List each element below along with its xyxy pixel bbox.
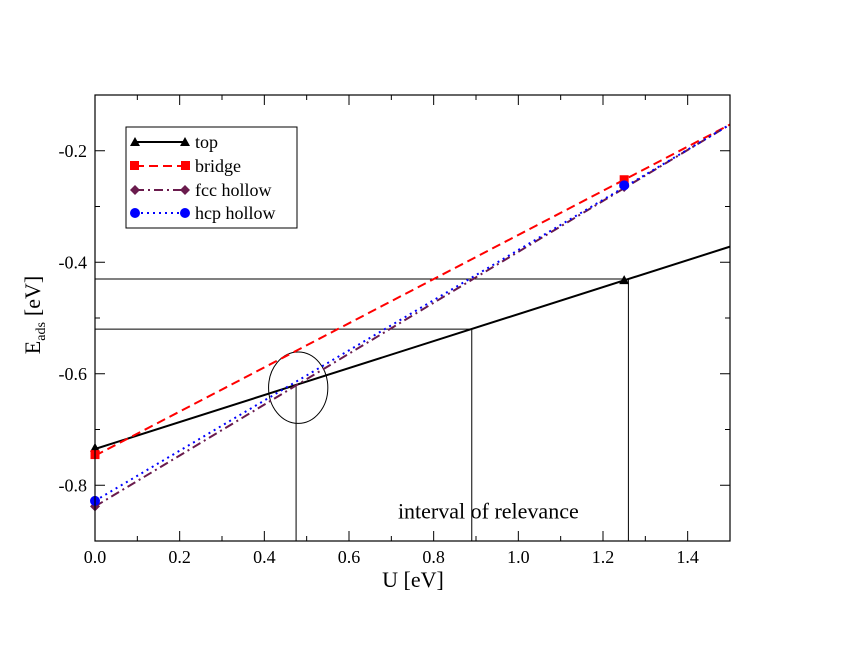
x-tick-label: 1.4	[676, 547, 699, 567]
y-axis-label-main: E	[20, 341, 45, 354]
data-point-bridge-1	[619, 175, 629, 185]
legend: top bridge fcc hollow hcp hollow	[125, 126, 298, 229]
x-tick-label: 0.2	[168, 547, 191, 567]
intersection-circle	[268, 351, 329, 424]
legend-marker-triangle	[130, 137, 140, 146]
legend-label-top: top	[195, 132, 218, 152]
x-axis-label: U [eV]	[382, 567, 444, 592]
data-point-top-1	[619, 275, 630, 285]
legend-marker-diamond	[180, 185, 190, 195]
legend-entry-top: top	[130, 132, 218, 152]
y-tick-label: -0.8	[59, 475, 88, 495]
y-axis-label: Eads [eV]	[20, 276, 49, 354]
x-tick-label: 1.2	[592, 547, 615, 567]
legend-label-hcp-hollow: hcp hollow	[195, 203, 276, 223]
svg-text:Eads[eV]: Eads [eV]	[20, 276, 49, 354]
x-tick-label: 0.6	[338, 547, 361, 567]
legend-entry-bridge: bridge	[130, 156, 241, 176]
y-tick-label: -0.4	[59, 252, 88, 272]
data-point-hcp-hollow-1	[619, 180, 630, 191]
legend-marker-circle	[180, 208, 190, 218]
legend-entry-fcc-hollow: fcc hollow	[130, 180, 271, 200]
legend-label-fcc-hollow: fcc hollow	[195, 180, 271, 200]
interval-annotation: interval of relevance	[398, 499, 579, 524]
x-tick-label: 1.0	[507, 547, 530, 567]
legend-marker-triangle	[180, 137, 190, 146]
legend-marker-square	[181, 161, 190, 170]
y-tick-label: -0.2	[59, 141, 88, 161]
series-line-top	[94, 245, 731, 450]
x-tick-label: 0.4	[253, 547, 276, 567]
legend-entry-hcp-hollow: hcp hollow	[130, 203, 276, 223]
legend-label-bridge: bridge	[195, 156, 241, 176]
legend-marker-diamond	[130, 185, 140, 195]
legend-marker-circle	[130, 208, 140, 218]
y-axis-label-sub: ads	[34, 322, 49, 341]
y-axis-label-unit: [eV]	[20, 276, 45, 316]
x-tick-label: 0.0	[84, 547, 107, 567]
legend-marker-square	[130, 161, 139, 170]
y-tick-label: -0.6	[59, 364, 88, 384]
x-tick-label: 0.8	[422, 547, 445, 567]
axis-ticks: 0.0 0.2 0.4 0.6 0.8 1.0 1.2 1.4 -0.8 -0.6 -0.4 -0.2	[59, 94, 731, 567]
